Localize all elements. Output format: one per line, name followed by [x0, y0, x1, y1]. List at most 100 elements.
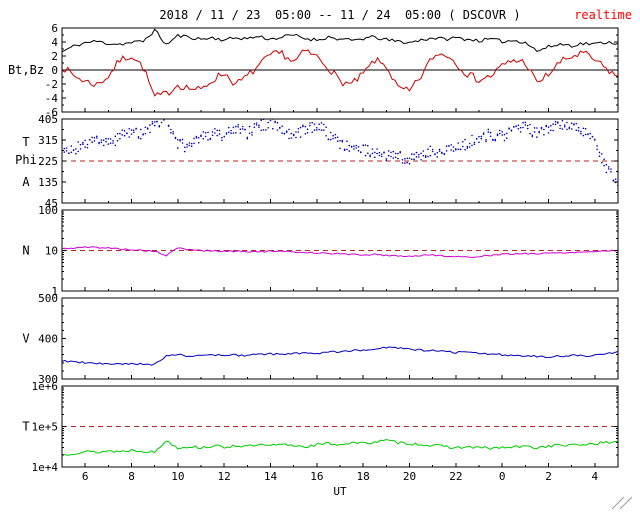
phi-dot: [577, 129, 580, 132]
phi-dot: [357, 149, 360, 152]
phi-dot: [166, 115, 168, 117]
phi-dot: [552, 123, 554, 125]
axis-label-a: A: [22, 175, 30, 189]
phi-dot: [142, 134, 144, 136]
phi-dot: [499, 132, 501, 135]
phi-dot: [561, 128, 564, 130]
phi-dot: [204, 132, 207, 134]
series-Bz: [62, 49, 618, 97]
phi-dot: [288, 128, 290, 131]
phi-dot: [411, 153, 413, 155]
phi-dot: [577, 126, 580, 129]
phi-dot: [587, 133, 589, 136]
phi-dot: [404, 162, 406, 164]
phi-dot: [418, 153, 420, 156]
y-tick-label: 1e+5: [32, 421, 59, 434]
phi-dot: [492, 139, 494, 141]
phi-dot: [221, 136, 223, 139]
phi-dot: [503, 133, 506, 136]
phi-dot: [153, 124, 156, 127]
phi-dot: [197, 141, 200, 144]
phi-dot: [519, 131, 522, 133]
phi-dot: [526, 124, 529, 127]
phi-dot: [218, 129, 221, 132]
phi-dot: [68, 152, 70, 154]
phi-dot: [334, 133, 337, 136]
phi-dot: [153, 121, 156, 123]
phi-dot: [563, 125, 566, 128]
phi-dot: [193, 137, 195, 140]
phi-dot: [519, 126, 522, 129]
phi-dot: [302, 125, 304, 128]
phi-dot: [336, 136, 339, 139]
phi-dot: [540, 126, 543, 129]
phi-dot: [462, 145, 464, 148]
phi-dot: [246, 136, 249, 139]
phi-dot: [543, 133, 545, 136]
phi-dot: [276, 129, 279, 131]
phi-dot: [429, 154, 432, 157]
phi-dot: [135, 127, 137, 130]
phi-dot: [253, 123, 256, 125]
phi-dot: [346, 148, 348, 151]
phi-dot: [285, 130, 288, 132]
phi-dot: [452, 150, 455, 152]
phi-dot: [457, 142, 460, 144]
phi-dot: [582, 127, 585, 130]
phi-dot: [480, 135, 483, 138]
phi-dot: [123, 134, 126, 137]
phi-dot: [304, 133, 307, 135]
phi-dot: [179, 139, 181, 141]
phi-dot: [320, 122, 323, 124]
phi-dot: [471, 134, 473, 137]
phi-dot: [376, 152, 378, 155]
panel-density: 100 10 1 N: [22, 204, 619, 298]
phi-dot: [332, 134, 334, 137]
phi-dot: [251, 131, 253, 134]
phi-dot: [475, 138, 478, 140]
series-N: [62, 246, 618, 258]
phi-dot: [204, 135, 207, 138]
phi-dot: [151, 122, 154, 125]
phi-dot: [397, 152, 399, 155]
phi-dot: [272, 127, 274, 130]
phi-dot: [232, 126, 235, 129]
phi-dot: [598, 151, 601, 154]
phi-dot: [332, 137, 334, 140]
phi-dot: [214, 128, 216, 130]
phi-dot: [98, 141, 100, 144]
phi-dot: [269, 119, 272, 122]
phi-dot: [455, 148, 457, 150]
phi-dot: [612, 179, 615, 181]
phi-dot: [329, 138, 332, 141]
y-tick-label: 225: [38, 155, 58, 168]
phi-dot: [188, 144, 191, 147]
phi-dot: [408, 157, 411, 160]
phi-dot: [517, 127, 520, 130]
phi-dot: [89, 138, 91, 141]
phi-dot: [158, 125, 161, 127]
phi-dot: [510, 129, 513, 132]
phi-dot: [156, 120, 158, 123]
phi-dot: [589, 132, 591, 135]
phi-dot: [374, 156, 376, 159]
phi-dot: [429, 145, 432, 148]
phi-dot: [128, 128, 130, 130]
phi-dot: [336, 140, 339, 142]
phi-dot: [554, 120, 557, 123]
phi-dot: [209, 138, 212, 141]
phi-dot: [75, 148, 77, 150]
phi-dot: [573, 123, 575, 125]
phi-dot: [413, 153, 415, 156]
phi-dot: [464, 138, 466, 141]
phi-dot: [464, 148, 466, 151]
phi-dot: [580, 130, 582, 133]
phi-dot: [415, 156, 418, 158]
phi-dot: [77, 141, 79, 143]
phi-dot: [167, 125, 170, 127]
x-tick-label: 6: [82, 470, 89, 483]
phi-dot: [424, 155, 427, 157]
phi-dot: [140, 137, 142, 140]
phi-dot: [364, 154, 367, 157]
phi-dot: [459, 148, 462, 151]
